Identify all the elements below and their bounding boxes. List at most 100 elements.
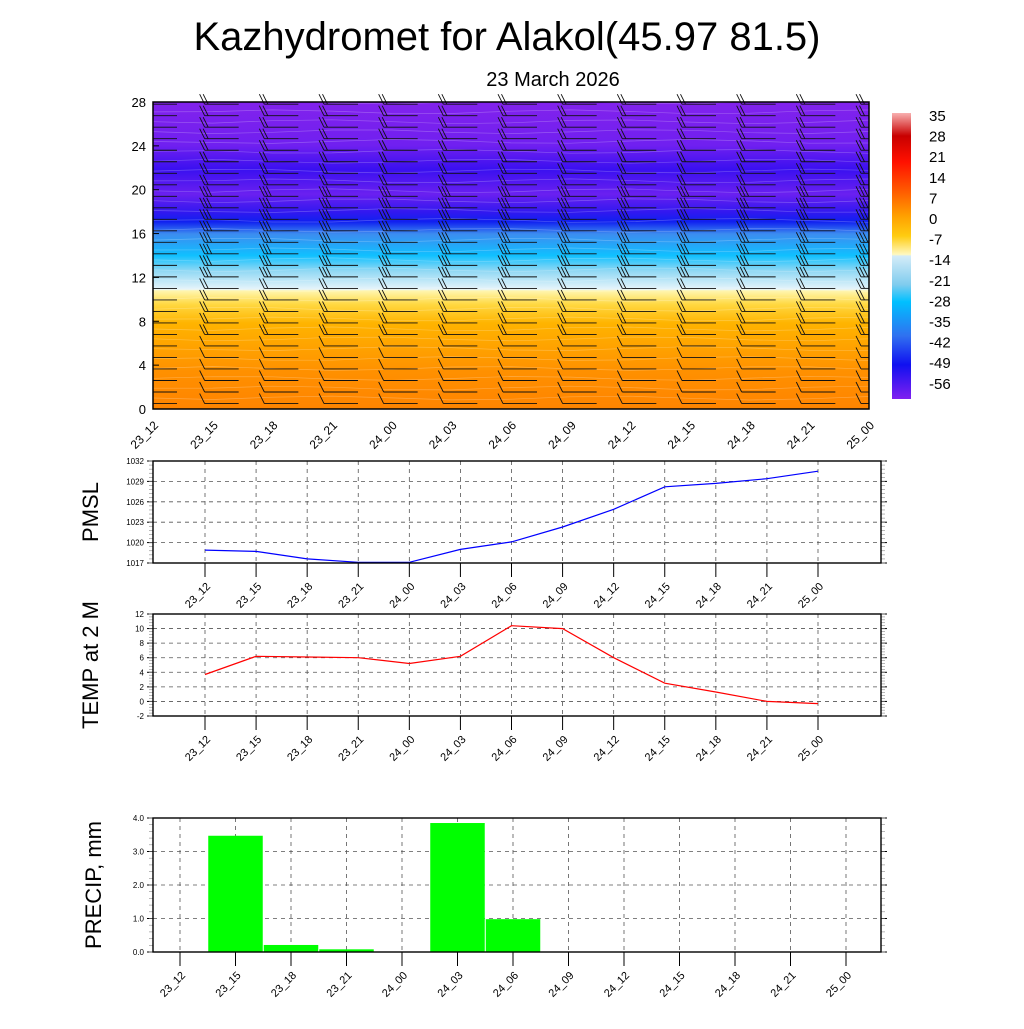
barb-feather [497,266,504,278]
barb-feather [262,312,269,324]
barb-feather [795,232,802,243]
barb-feather [859,243,865,255]
barb-feather [795,209,802,220]
barb-feather [202,232,209,243]
barb-feather [258,324,265,335]
wind-barb [497,266,537,278]
wind-barb [378,163,418,174]
barb-feather [560,232,567,243]
barb-feather [676,324,683,335]
barb-feather [560,140,567,151]
barb-feather [206,255,213,266]
x-tick-label: 24_03 [438,581,468,611]
wind-barb [497,197,537,209]
wind-barb [795,128,836,140]
wind-barb [378,243,418,255]
barb-feather [202,197,209,209]
wind-barb [855,278,869,289]
plot-frame [152,613,882,717]
barb-feather [736,186,743,197]
wind-barb [437,105,478,117]
barb-feather [683,197,690,209]
barb-feather [676,243,683,255]
wind-barb [318,301,358,312]
x-tick-label: 23_12 [158,970,188,1000]
wind-barb [258,174,299,186]
barb-feather [199,324,206,335]
barb-feather [859,312,865,324]
barb-feather [859,209,865,220]
barb-feather [676,140,683,151]
barb-feather [258,266,265,278]
barb-feather [616,289,623,301]
barb-feather [262,220,269,232]
wind-barb [736,163,776,174]
barb-feather [743,232,750,243]
barb-feather [262,140,269,151]
barb-feather [497,128,504,139]
wind-barb [855,186,869,197]
barb-feather [199,289,206,301]
barb-feather [322,117,328,128]
barb-feather [318,186,325,197]
barb-feather [557,266,564,278]
barb-feather [199,197,206,209]
wind-barb [318,220,358,232]
wind-barb [318,358,358,370]
wind-barb [437,220,478,232]
barb-feather [258,105,265,116]
barb-feather [318,324,325,335]
wind-barb [497,393,537,404]
wind-barb [676,243,716,255]
barb-feather [557,220,564,232]
wind-barb [318,393,358,404]
barb-feather [378,163,385,174]
barb-feather [620,312,627,324]
barb-feather [859,105,865,116]
barb-feather [736,209,743,220]
wind-barb [378,232,418,243]
barb-feather [318,278,325,289]
precip-bar [319,949,374,952]
barb-feather [325,232,332,243]
barb-feather [795,335,802,347]
wind-barb [318,232,358,243]
wind-barb [437,232,478,243]
wind-barb [199,209,239,220]
plot-frame [152,460,882,564]
wind-barb [318,197,358,209]
barb-feather [739,255,746,266]
barb-feather [497,163,504,174]
barb-feather [855,289,862,301]
wind-barb [855,105,869,117]
barb-feather [855,335,862,347]
barb-feather [318,197,325,209]
x-tick-label: 23_18 [285,581,315,611]
wind-barb [318,335,358,347]
wind-barb [258,140,299,151]
barb-feather [676,347,683,358]
wind-barb [676,335,716,347]
barb-feather [855,381,862,393]
barb-feather [799,266,806,278]
x-tick-label: 24_18 [724,418,758,452]
wind-barb [437,278,478,289]
wind-barb [497,335,537,347]
barb-feather [739,186,746,197]
barb-feather [802,243,809,255]
wind-barb [497,220,537,232]
barb-feather [736,232,743,243]
barb-feather [437,163,444,174]
wind-barb [497,381,537,393]
barb-feather [623,255,630,266]
barb-feather [262,105,269,116]
wind-barb [855,358,869,370]
barb-feather [318,163,325,174]
barb-feather [437,209,444,220]
barb-feather [378,358,385,370]
y-axis-label: PMSL [78,482,103,542]
barb-feather [799,151,806,162]
barb-feather [795,128,802,139]
contour-line [152,316,870,322]
wind-barb [497,370,537,381]
